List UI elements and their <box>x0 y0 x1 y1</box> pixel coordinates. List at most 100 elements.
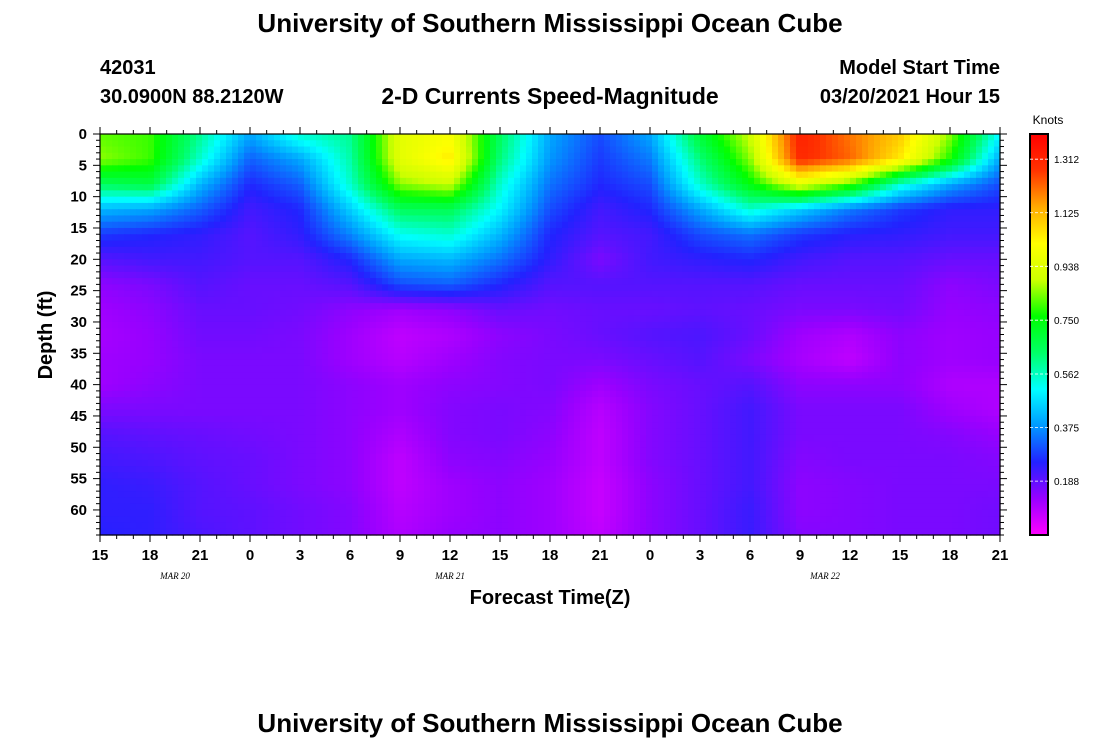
heatmap-cell <box>244 290 251 298</box>
heatmap-cell <box>736 296 743 304</box>
heatmap-cell <box>928 321 935 329</box>
heatmap-cell <box>118 196 125 204</box>
heatmap-cell <box>928 177 935 185</box>
heatmap-cell <box>286 278 293 285</box>
heatmap-cell <box>166 290 173 298</box>
heatmap-cell <box>736 134 743 141</box>
heatmap-cell <box>850 321 857 329</box>
heatmap-cell <box>496 202 503 210</box>
heatmap-cell <box>958 315 965 323</box>
heatmap-cell <box>622 202 629 210</box>
heatmap-cell <box>178 328 185 336</box>
heatmap-cell <box>184 184 191 191</box>
heatmap-cell <box>310 190 317 198</box>
heatmap-cell <box>250 159 257 166</box>
heatmap-cell <box>442 284 449 292</box>
heatmap-cell <box>604 271 611 279</box>
heatmap-cell <box>418 246 425 254</box>
heatmap-cell <box>856 253 863 260</box>
heatmap-cell <box>550 215 557 223</box>
heatmap-cell <box>838 284 845 292</box>
heatmap-cell <box>136 209 143 217</box>
heatmap-cell <box>484 209 491 217</box>
heatmap-cell <box>652 215 659 223</box>
heatmap-cell <box>922 227 929 235</box>
heatmap-cell <box>394 202 401 210</box>
heatmap-cell <box>742 171 749 179</box>
heatmap-cell <box>610 209 617 217</box>
heatmap-cell <box>796 215 803 223</box>
heatmap-cell <box>988 303 995 311</box>
heatmap-cell <box>160 296 167 304</box>
heatmap-cell <box>832 259 839 267</box>
heatmap-cell <box>424 246 431 254</box>
heatmap-cell <box>886 284 893 292</box>
heatmap-cell <box>430 202 437 210</box>
heatmap-cell <box>124 334 131 342</box>
heatmap-cell <box>736 284 743 292</box>
heatmap-cell <box>478 334 485 342</box>
heatmap-cell <box>598 290 605 298</box>
heatmap-cell <box>154 334 161 342</box>
heatmap-cell <box>190 171 197 179</box>
heatmap-cell <box>904 152 911 160</box>
heatmap-cell <box>394 159 401 166</box>
heatmap-cell <box>268 190 275 198</box>
heatmap-cell <box>598 202 605 210</box>
heatmap-cell <box>358 215 365 223</box>
heatmap-cell <box>502 202 509 210</box>
heatmap-cell <box>826 140 833 148</box>
heatmap-cell <box>802 278 809 285</box>
heatmap-cell <box>340 184 347 191</box>
heatmap-cell <box>268 296 275 304</box>
heatmap-cell <box>268 334 275 342</box>
heatmap-cell <box>814 334 821 342</box>
heatmap-cell <box>982 215 989 223</box>
heatmap-cell <box>706 134 713 141</box>
heatmap-cell <box>892 177 899 185</box>
heatmap-cell <box>382 221 389 229</box>
heatmap-cell <box>976 140 983 148</box>
heatmap-cell <box>490 321 497 329</box>
heatmap-cell <box>760 171 767 179</box>
heatmap-cell <box>796 253 803 260</box>
heatmap-cell <box>406 265 413 273</box>
heatmap-cell <box>106 221 113 229</box>
heatmap-cell <box>472 328 479 336</box>
heatmap-cell <box>520 253 527 260</box>
heatmap-cell <box>106 334 113 342</box>
heatmap-cell <box>664 146 671 154</box>
heatmap-cell <box>910 146 917 154</box>
heatmap-cell <box>832 253 839 260</box>
heatmap-cell <box>922 253 929 260</box>
heatmap-cell <box>628 334 635 342</box>
heatmap-cell <box>358 246 365 254</box>
heatmap-cell <box>292 309 299 317</box>
heatmap-cell <box>880 196 887 204</box>
heatmap-cell <box>400 134 407 141</box>
heatmap-cell <box>142 271 149 279</box>
heatmap-cell <box>892 221 899 229</box>
heatmap-cell <box>964 202 971 210</box>
heatmap-cell <box>220 159 227 166</box>
heatmap-cell <box>886 240 893 248</box>
heatmap-cell <box>556 309 563 317</box>
heatmap-cell <box>280 259 287 267</box>
heatmap-cell <box>418 296 425 304</box>
heatmap-cell <box>736 177 743 185</box>
heatmap-cell <box>862 265 869 273</box>
heatmap-cell <box>304 259 311 267</box>
heatmap-cell <box>472 146 479 154</box>
heatmap-cell <box>916 234 923 242</box>
heatmap-cell <box>430 290 437 298</box>
heatmap-cell <box>250 246 257 254</box>
heatmap-cell <box>856 321 863 329</box>
heatmap-cell <box>154 196 161 204</box>
heatmap-cell <box>988 265 995 273</box>
heatmap-cell <box>622 334 629 342</box>
heatmap-cell <box>874 315 881 323</box>
heatmap-cell <box>832 296 839 304</box>
heatmap-cell <box>490 240 497 248</box>
heatmap-cell <box>772 284 779 292</box>
heatmap-cell <box>550 328 557 336</box>
